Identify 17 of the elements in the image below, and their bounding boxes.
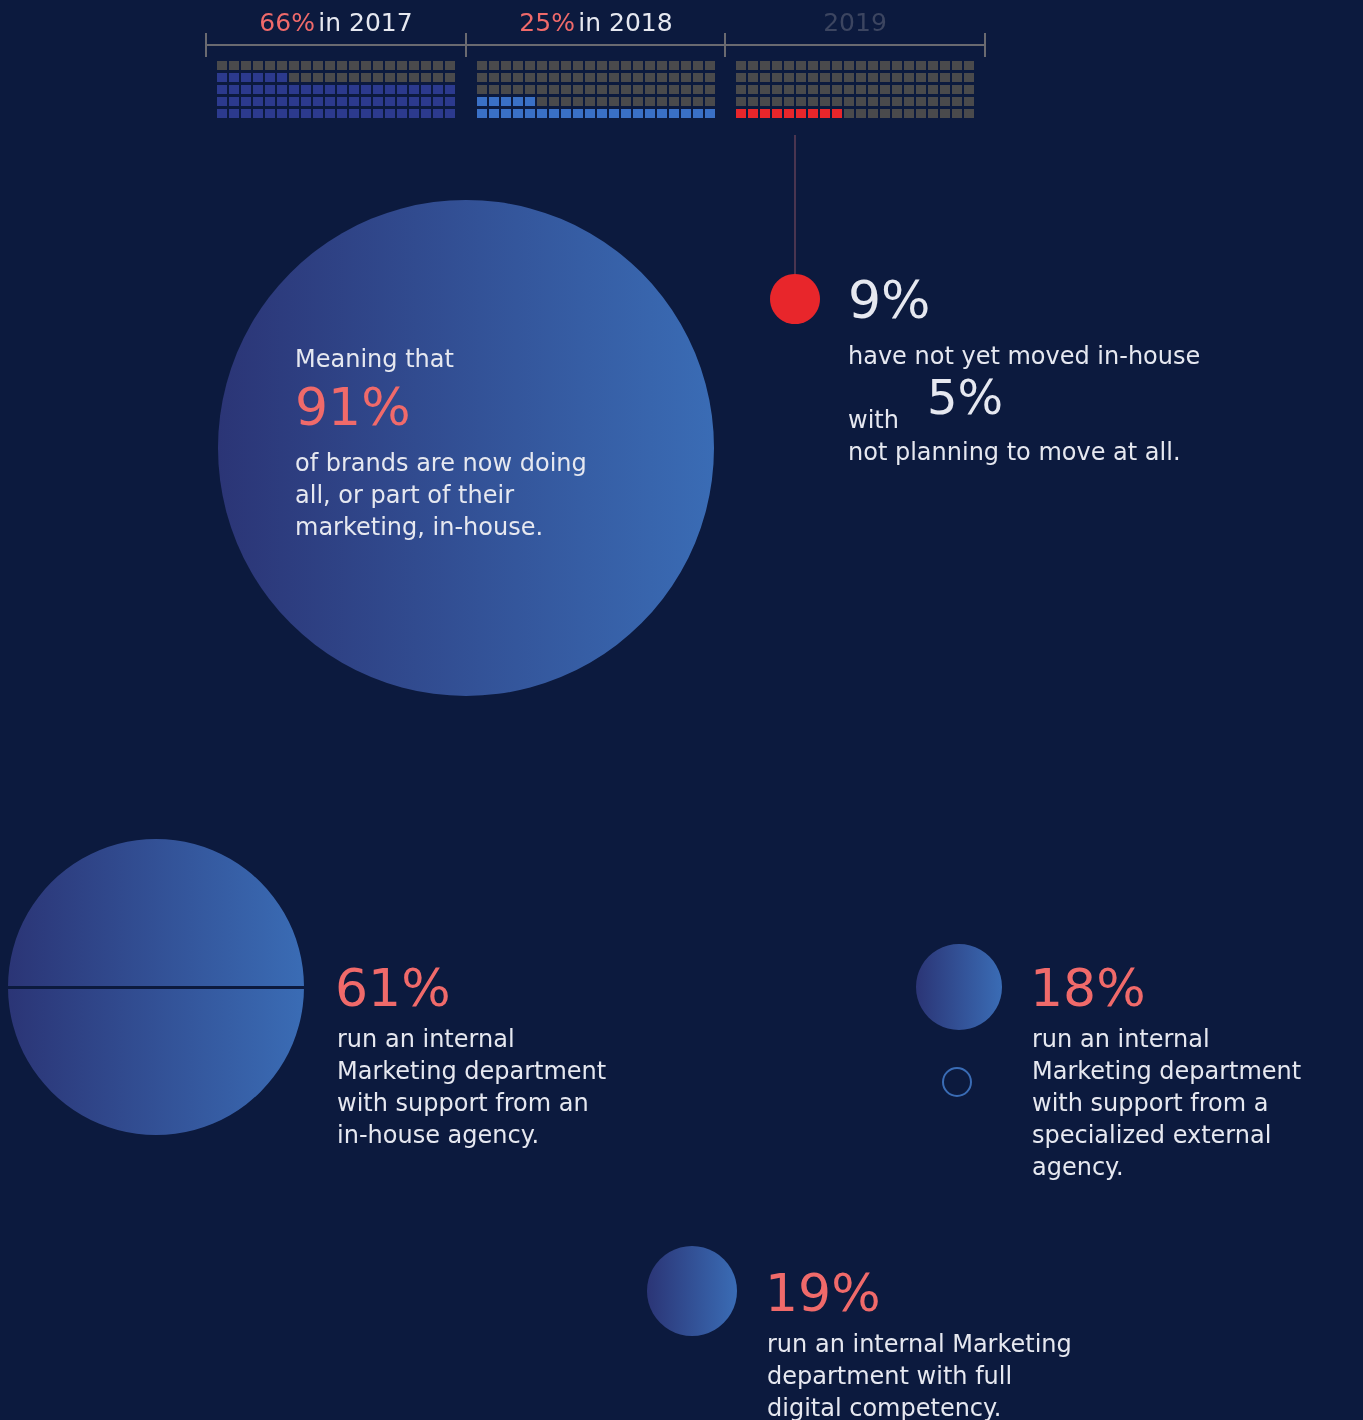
data-label: 61%: [335, 958, 451, 1018]
text: not planning to move at all.: [848, 437, 1181, 466]
text: 5%: [927, 369, 1004, 426]
data-label: 19%: [765, 1263, 881, 1323]
category-label: in 2018: [578, 7, 673, 37]
data-label: 91%: [295, 377, 411, 437]
category-label: in 2017: [318, 7, 413, 37]
data-label: 18%: [1030, 958, 1146, 1018]
text: run an internal Marketing department with support from a specialized external agency.: [1032, 1025, 1302, 1181]
data-label: 9%: [848, 270, 931, 330]
data-label: 25%: [519, 7, 575, 37]
text: with: [848, 405, 899, 434]
data-label: 66%: [259, 7, 315, 37]
text: Meaning that: [295, 345, 454, 373]
text: run an internal Marketing department with support from an in-house agency.: [337, 1025, 607, 1149]
text: have not yet moved in-house: [848, 341, 1201, 370]
text: of brands are now doing all, or part of their marketing, in-house.: [295, 449, 587, 541]
